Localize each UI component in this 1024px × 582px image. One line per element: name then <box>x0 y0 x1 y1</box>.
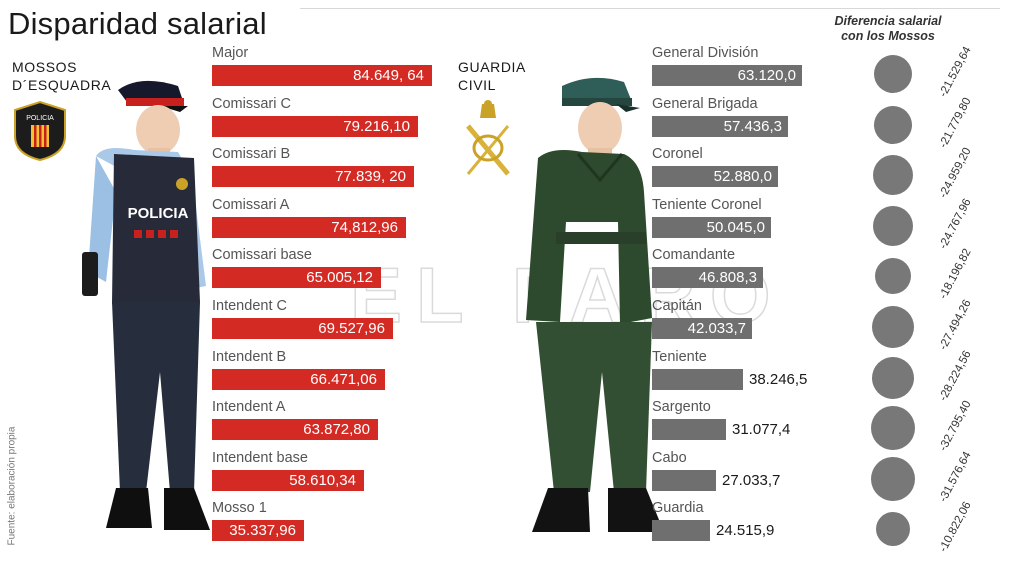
bar <box>212 419 378 441</box>
difference-value-label: -10.822,06 <box>937 500 974 555</box>
rank-label: Coronel <box>652 146 703 163</box>
difference-value-label: -21.529,64 <box>937 44 974 100</box>
vest-text: POLICIA <box>128 205 189 222</box>
bar-value-label: 52.880,0 <box>713 168 772 186</box>
bar-value-label: 74,812,96 <box>331 218 398 236</box>
difference-value-label: -28.224,56 <box>937 348 974 403</box>
guardia-label: GUARDIA CIVIL <box>458 59 526 93</box>
rank-label: Sargento <box>652 399 711 416</box>
diff-header: Diferencia salarial con los Mossos <box>834 14 942 43</box>
rank-label: Comissari A <box>212 196 290 213</box>
bar-value-label: 57.436,3 <box>723 117 782 135</box>
source-note: Fuente: elaboración propia <box>6 426 18 546</box>
rank-label: Guardia <box>652 500 704 517</box>
bar-value-label: 84.649, 64 <box>353 67 424 84</box>
mossos-badge-icon: POLICIA <box>14 100 66 162</box>
rank-label: Mosso 1 <box>212 500 267 517</box>
rank-label: General Brigada <box>652 95 758 112</box>
bar-value-label: 65.005,12 <box>306 269 373 287</box>
difference-value-label: -24.959,20 <box>937 146 974 201</box>
rank-label: Comissari base <box>212 247 312 264</box>
bar-value-label: 24.515,9 <box>716 522 775 540</box>
rank-label: Cabo <box>652 449 687 466</box>
bar <box>212 166 414 188</box>
bar-value-label: 38.246,5 <box>749 370 808 388</box>
difference-circle <box>874 105 912 144</box>
bar-value-label: 69.527,96 <box>318 320 385 337</box>
bar-value-label: 42.033,7 <box>687 320 746 337</box>
mossos-officer-figure: POLICIA <box>82 80 210 530</box>
bar <box>212 65 432 86</box>
difference-value-label: -27.494,26 <box>937 297 974 353</box>
bar <box>212 469 364 491</box>
difference-circle <box>873 205 913 246</box>
bar <box>652 469 716 491</box>
bar <box>212 520 304 542</box>
bar-value-label: 77.839, 20 <box>335 168 406 186</box>
rank-label: Comandante <box>652 247 736 264</box>
difference-value-label: -24.767,96 <box>937 196 974 251</box>
difference-circle <box>874 55 912 93</box>
difference-value-label: -31.576,64 <box>937 449 974 504</box>
bar <box>652 115 788 137</box>
bar-value-label: 27.033,7 <box>722 471 781 489</box>
bar-value-label: 63.120,0 <box>737 67 796 84</box>
guardia-civil-emblem-icon <box>466 100 510 176</box>
difference-circle <box>873 155 913 196</box>
bar <box>652 368 743 390</box>
rank-label: Major <box>212 45 249 61</box>
bar <box>212 216 406 238</box>
difference-value-label: -32.795,40 <box>937 399 974 454</box>
bar-value-label: 79.216,10 <box>343 117 410 135</box>
bar <box>652 216 771 238</box>
rank-label: Comissari C <box>212 95 291 112</box>
bar <box>652 419 726 441</box>
bar <box>212 267 381 289</box>
bar <box>212 318 393 339</box>
page-title: Disparidad salarial <box>8 6 267 41</box>
bar-value-label: 46.808,3 <box>698 269 757 287</box>
rank-label: Capitán <box>652 298 702 314</box>
rank-label: Comissari B <box>212 146 291 163</box>
bar <box>212 368 385 390</box>
rank-label: Intendent base <box>212 449 308 466</box>
difference-circle <box>875 258 911 295</box>
bar <box>652 318 752 339</box>
guardia-civil-officer-figure <box>526 77 664 532</box>
bar <box>212 115 418 137</box>
rank-label: Intendent A <box>212 399 286 416</box>
bar <box>652 267 763 289</box>
bar-value-label: 58.610,34 <box>289 471 356 489</box>
bar-value-label: 31.077,4 <box>732 421 791 439</box>
rank-label: Teniente Coronel <box>652 196 762 213</box>
bar <box>652 166 778 188</box>
difference-circle <box>871 456 915 501</box>
rank-label: Teniente <box>652 348 707 365</box>
bar-value-label: 50.045,0 <box>706 218 765 236</box>
divider <box>300 8 1000 9</box>
bar-value-label: 66.471,06 <box>310 370 377 388</box>
bar <box>652 520 710 542</box>
mossos-label: MOSSOS D´ESQUADRA <box>12 59 112 93</box>
difference-value-label: -21.779,80 <box>937 95 974 150</box>
bar-value-label: 35.337,96 <box>229 522 296 540</box>
bar-value-label: 63.872,80 <box>303 421 370 439</box>
difference-circle <box>876 512 910 547</box>
rank-label: Intendent B <box>212 348 287 365</box>
difference-circle <box>872 356 914 399</box>
rank-label: General División <box>652 45 759 61</box>
badge-text: POLICIA <box>26 115 54 122</box>
difference-value-label: -18.196,82 <box>937 247 974 302</box>
difference-circle <box>872 306 914 348</box>
rank-label: Intendent C <box>212 298 287 314</box>
difference-circle <box>871 406 915 451</box>
bar <box>652 65 802 86</box>
